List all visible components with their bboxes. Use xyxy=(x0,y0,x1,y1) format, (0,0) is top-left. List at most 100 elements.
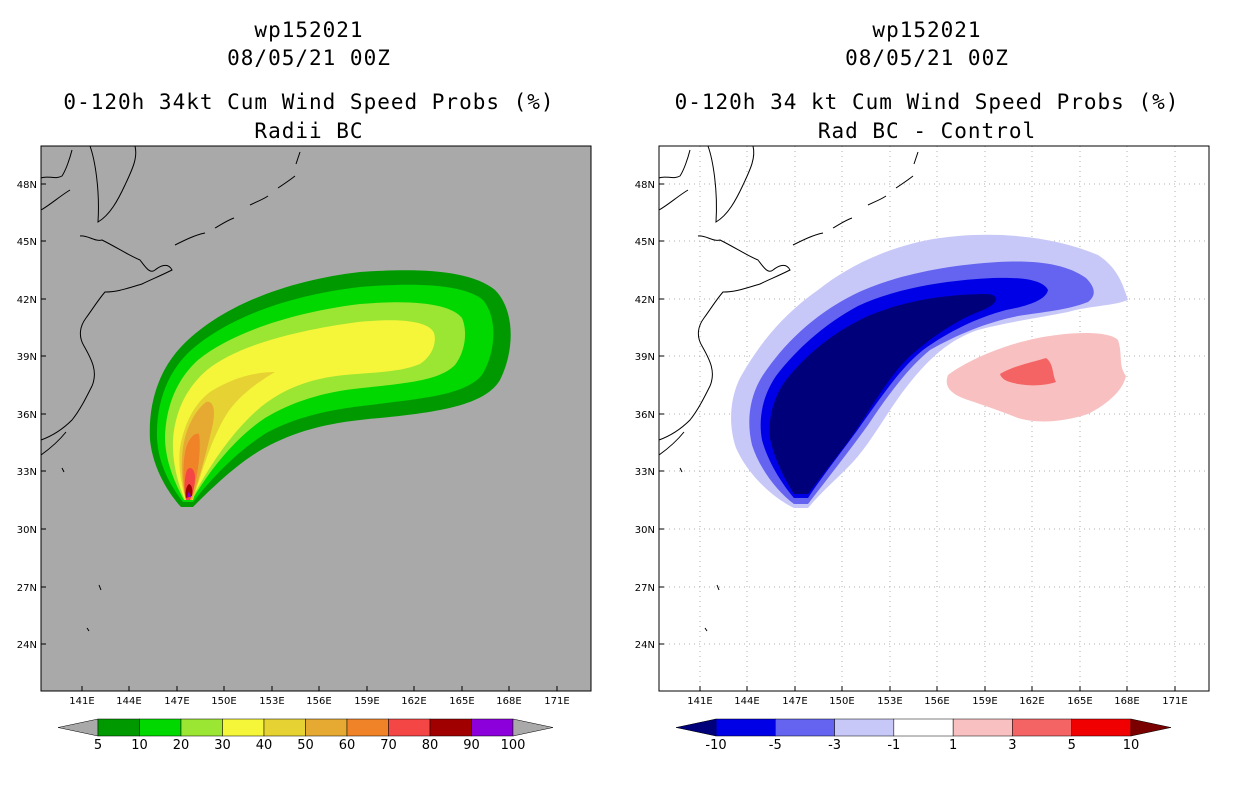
colorbar-label: -10 xyxy=(705,738,726,753)
x-tick-label: 150E xyxy=(211,696,236,707)
x-tick-label: 171E xyxy=(1162,696,1187,707)
colorbar-swatch xyxy=(471,718,514,737)
map-subtitle: Rad BC - Control xyxy=(817,119,1037,143)
y-tick-label: 30N xyxy=(17,525,37,536)
probability-swath xyxy=(149,270,511,507)
y-tick-label: 42N xyxy=(17,295,37,306)
map-subtitle: Radii BC xyxy=(254,119,364,143)
y-tick-label: 24N xyxy=(635,640,655,651)
x-tick-label: 141E xyxy=(687,696,712,707)
right-map-figure: 48N 45N 42N 39N 36N 33N 30N 27N 24N 141E 144E 147E 1… xyxy=(635,145,1210,753)
colorbar-swatch xyxy=(834,718,895,737)
x-tick-label: 147E xyxy=(782,696,807,707)
prob-90-contour xyxy=(187,491,191,497)
x-tick-label: 144E xyxy=(734,696,759,707)
colorbar-swatch xyxy=(222,718,265,737)
x-tick-label: 162E xyxy=(401,696,426,707)
colorbar-label: 1 xyxy=(949,738,957,753)
colorbar-right-arrow xyxy=(512,718,554,737)
colorbar: -10 -5 -3 -1 1 3 5 10 xyxy=(675,718,1172,753)
coastline xyxy=(658,145,919,632)
y-tick-label: 45N xyxy=(635,237,655,248)
diff-plus3-contour xyxy=(1000,358,1056,386)
x-tick-label: 150E xyxy=(829,696,854,707)
colorbar-label: 10 xyxy=(1123,738,1140,753)
y-tick-label: 48N xyxy=(635,180,655,191)
y-tick-label: 33N xyxy=(17,467,37,478)
colorbar-label: 40 xyxy=(256,738,273,753)
colorbar-label: 80 xyxy=(422,738,439,753)
x-tick-label: 156E xyxy=(924,696,949,707)
colorbar-swatch xyxy=(305,718,348,737)
axis-ticks: 48N 45N 42N 39N 36N 33N 30N 27N 24N 141E 144E 147E 1… xyxy=(17,180,570,707)
x-tick-label: 165E xyxy=(1067,696,1092,707)
left-map-figure: 48N 45N 42N 39N 36N 33N 30N 27N 24N 141E 144E 147E 1… xyxy=(17,145,592,753)
colorbar-swatch xyxy=(388,718,431,737)
x-tick-label: 168E xyxy=(1114,696,1139,707)
axis-ticks: 48N 45N 42N 39N 36N 33N 30N 27N 24N 141E 144E 147E 1… xyxy=(635,180,1188,707)
x-tick-label: 153E xyxy=(259,696,284,707)
colorbar-swatch xyxy=(775,718,835,737)
right-map-panel: wp152021 08/05/21 00Z 0-120h 34 kt Cum W… xyxy=(618,0,1236,800)
prob-40-contour xyxy=(179,372,275,500)
y-tick-label: 24N xyxy=(17,640,37,651)
colorbar-label: -3 xyxy=(828,738,841,753)
colorbar-label: 3 xyxy=(1008,738,1016,753)
colorbar-right-arrow xyxy=(1130,718,1172,737)
x-tick-label: 168E xyxy=(496,696,521,707)
colorbar-swatch xyxy=(263,718,306,737)
storm-id: wp152021 xyxy=(872,18,982,42)
colorbar-swatch xyxy=(139,718,182,737)
colorbar-label: -5 xyxy=(769,738,782,753)
colorbar: 5 10 20 30 40 50 60 70 80 90 100 xyxy=(57,718,554,753)
y-tick-label: 36N xyxy=(17,410,37,421)
y-tick-label: 42N xyxy=(635,295,655,306)
x-tick-label: 153E xyxy=(877,696,902,707)
x-tick-label: 171E xyxy=(544,696,569,707)
colorbar-label: 5 xyxy=(94,738,102,753)
y-tick-label: 27N xyxy=(635,583,655,594)
y-tick-label: 48N xyxy=(17,180,37,191)
colorbar-swatch xyxy=(429,718,472,737)
y-tick-label: 45N xyxy=(17,237,37,248)
colorbar-swatch xyxy=(893,718,954,737)
y-tick-label: 30N xyxy=(635,525,655,536)
y-tick-label: 39N xyxy=(17,352,37,363)
colorbar-swatch xyxy=(346,718,389,737)
colorbar-label: 30 xyxy=(214,738,231,753)
x-tick-label: 156E xyxy=(306,696,331,707)
forecast-datetime: 08/05/21 00Z xyxy=(845,46,1009,70)
colorbar-left-arrow xyxy=(675,718,717,737)
map-frame xyxy=(40,145,592,692)
colorbar-swatch xyxy=(715,718,776,737)
coastline xyxy=(40,145,301,632)
left-map-panel: wp152021 08/05/21 00Z 0-120h 34kt Cum Wi… xyxy=(17,18,592,753)
colorbar-left-arrow xyxy=(57,718,99,737)
colorbar-label: -1 xyxy=(887,738,900,753)
difference-field xyxy=(731,234,1128,509)
x-tick-label: 159E xyxy=(972,696,997,707)
x-tick-label: 159E xyxy=(354,696,379,707)
colorbar-label: 10 xyxy=(131,738,148,753)
y-tick-label: 36N xyxy=(635,410,655,421)
y-tick-label: 33N xyxy=(635,467,655,478)
x-tick-label: 141E xyxy=(69,696,94,707)
map-title: 0-120h 34 kt Cum Wind Speed Probs (%) xyxy=(674,90,1180,114)
colorbar-label: 20 xyxy=(173,738,190,753)
colorbar-label: 90 xyxy=(463,738,480,753)
prob-30-contour xyxy=(172,320,435,500)
y-tick-label: 39N xyxy=(635,352,655,363)
colorbar-label: 5 xyxy=(1068,738,1076,753)
diff-minus10-contour xyxy=(769,294,997,494)
colorbar-swatch xyxy=(180,718,223,737)
x-tick-label: 144E xyxy=(116,696,141,707)
y-tick-label: 27N xyxy=(17,583,37,594)
colorbar-swatch xyxy=(1071,718,1132,737)
x-tick-label: 165E xyxy=(449,696,474,707)
colorbar-label: 70 xyxy=(380,738,397,753)
x-tick-label: 147E xyxy=(164,696,189,707)
map-title: 0-120h 34kt Cum Wind Speed Probs (%) xyxy=(63,90,555,114)
colorbar-swatch xyxy=(1012,718,1072,737)
forecast-datetime: 08/05/21 00Z xyxy=(227,46,391,70)
colorbar-label: 50 xyxy=(297,738,314,753)
